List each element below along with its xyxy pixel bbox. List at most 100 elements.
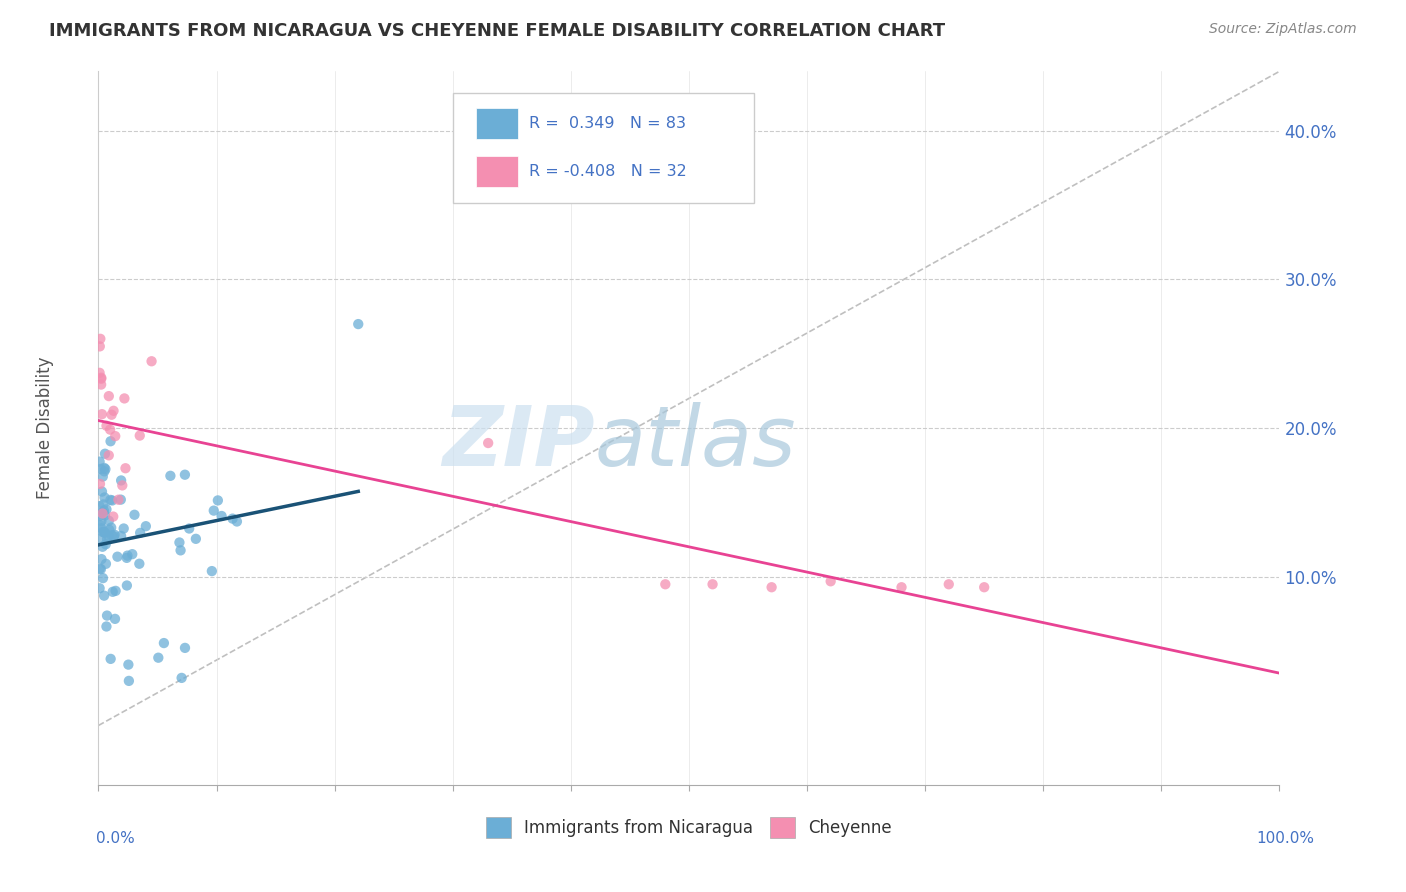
FancyBboxPatch shape bbox=[477, 155, 517, 187]
Point bbox=[110, 474, 132, 488]
Point bbox=[347, 317, 370, 331]
Text: Source: ZipAtlas.com: Source: ZipAtlas.com bbox=[1209, 22, 1357, 37]
Point bbox=[820, 574, 842, 589]
Point bbox=[103, 529, 125, 543]
Point bbox=[103, 509, 125, 524]
Point bbox=[93, 497, 115, 511]
Point bbox=[938, 577, 960, 591]
Text: IMMIGRANTS FROM NICARAGUA VS CHEYENNE FEMALE DISABILITY CORRELATION CHART: IMMIGRANTS FROM NICARAGUA VS CHEYENNE FE… bbox=[49, 22, 945, 40]
Point bbox=[174, 640, 197, 655]
Point bbox=[153, 636, 176, 650]
Point bbox=[90, 532, 112, 546]
Point bbox=[97, 514, 120, 528]
Text: 100.0%: 100.0% bbox=[1257, 831, 1315, 846]
Point bbox=[104, 612, 127, 626]
Point bbox=[112, 521, 135, 535]
Point bbox=[226, 515, 249, 529]
Point bbox=[124, 508, 146, 522]
Point bbox=[89, 561, 111, 575]
Point bbox=[100, 528, 122, 542]
Point bbox=[89, 499, 111, 513]
Point bbox=[202, 503, 225, 517]
Point bbox=[90, 372, 112, 386]
Point bbox=[100, 652, 122, 666]
Point bbox=[89, 477, 111, 491]
Point bbox=[121, 547, 143, 561]
Point bbox=[159, 468, 181, 483]
Point bbox=[169, 535, 191, 549]
Point bbox=[89, 332, 111, 346]
Point bbox=[94, 537, 117, 551]
Point bbox=[90, 370, 112, 384]
Point bbox=[201, 564, 224, 578]
Point bbox=[174, 467, 197, 482]
Point bbox=[100, 492, 122, 507]
Point bbox=[97, 448, 120, 462]
Point bbox=[111, 478, 134, 492]
Point bbox=[89, 339, 111, 353]
Text: R = -0.408   N = 32: R = -0.408 N = 32 bbox=[530, 164, 688, 178]
Point bbox=[90, 377, 112, 392]
Point bbox=[101, 584, 124, 599]
Point bbox=[104, 583, 127, 598]
Point bbox=[90, 514, 112, 528]
Point bbox=[477, 436, 499, 450]
Point bbox=[141, 354, 163, 368]
Text: atlas: atlas bbox=[595, 402, 796, 483]
Point bbox=[89, 366, 111, 380]
Text: 0.0%: 0.0% bbox=[96, 831, 135, 846]
Point bbox=[89, 582, 111, 596]
Point bbox=[118, 673, 141, 688]
Point bbox=[170, 671, 193, 685]
Point bbox=[91, 407, 114, 421]
Point bbox=[96, 502, 118, 516]
Point bbox=[89, 518, 111, 533]
Point bbox=[973, 580, 995, 594]
Point bbox=[761, 580, 783, 594]
Point bbox=[96, 619, 118, 633]
Point bbox=[91, 507, 114, 521]
Point bbox=[94, 447, 117, 461]
Point bbox=[129, 525, 152, 540]
Point bbox=[221, 511, 243, 525]
Point bbox=[148, 650, 170, 665]
Point bbox=[94, 557, 117, 571]
Point bbox=[91, 506, 114, 520]
Point bbox=[94, 525, 117, 540]
Point bbox=[115, 578, 138, 592]
Point bbox=[93, 589, 115, 603]
Point bbox=[93, 491, 115, 505]
Point bbox=[96, 532, 118, 546]
Point bbox=[101, 493, 124, 508]
Point bbox=[96, 418, 118, 433]
Point bbox=[107, 492, 129, 507]
Point bbox=[135, 519, 157, 533]
Point bbox=[90, 552, 112, 566]
Point bbox=[93, 503, 115, 517]
Point bbox=[890, 580, 912, 594]
Point bbox=[702, 577, 724, 591]
Point bbox=[97, 389, 120, 403]
Point bbox=[89, 508, 111, 523]
FancyBboxPatch shape bbox=[453, 93, 754, 203]
Point bbox=[110, 492, 132, 507]
Point bbox=[96, 608, 118, 623]
Text: Female Disability: Female Disability bbox=[37, 357, 55, 500]
Point bbox=[90, 521, 112, 535]
Point bbox=[103, 404, 125, 418]
Point bbox=[107, 549, 129, 564]
Point bbox=[184, 532, 207, 546]
Point bbox=[117, 657, 139, 672]
Point bbox=[114, 461, 136, 475]
Point bbox=[179, 522, 201, 536]
Point bbox=[100, 408, 122, 422]
Point bbox=[94, 508, 117, 523]
Point bbox=[98, 523, 121, 537]
Point bbox=[91, 524, 114, 539]
Point bbox=[90, 562, 112, 576]
Point bbox=[128, 428, 150, 442]
Legend: Immigrants from Nicaragua, Cheyenne: Immigrants from Nicaragua, Cheyenne bbox=[479, 811, 898, 845]
Point bbox=[115, 550, 138, 565]
Point bbox=[169, 543, 191, 558]
Point bbox=[128, 557, 150, 571]
